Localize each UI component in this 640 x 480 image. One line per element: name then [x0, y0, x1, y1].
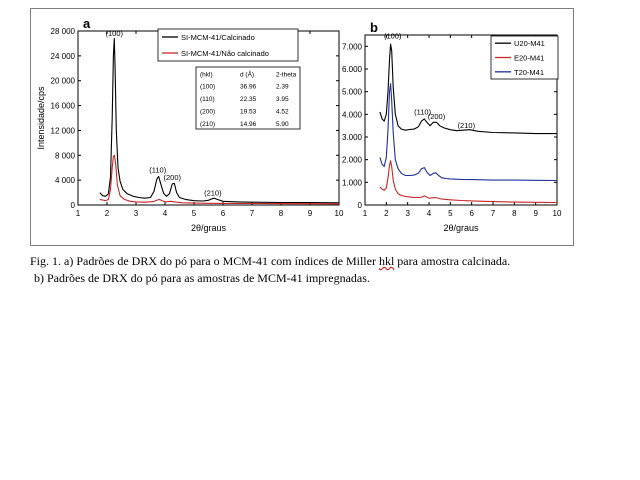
peak-annotation: (210) — [204, 189, 222, 198]
hkl-table-cell: 36.96 — [240, 84, 257, 91]
legend: SI-MCM-41/Calcinado SI-MCM-41/Não calcina… — [157, 28, 299, 62]
y-tick-label: 6.000 — [342, 65, 363, 74]
peak-annotation: (200) — [428, 112, 446, 121]
chart-panel-a: a 1 2 3 4 5 6 7 8 9 10 0 4 000 8 000 12 000 16 000 20 00… — [36, 16, 344, 233]
caption-line-1-prefix: Fig. 1. a) Padrões de DRX do pó para o M… — [30, 254, 379, 268]
series-line-e20-m41 — [379, 160, 558, 204]
legend-box — [157, 28, 299, 62]
hkl-table-cell: (110) — [200, 96, 215, 103]
hkl-table-cell: 2.39 — [276, 84, 289, 91]
y-tick-label: 20 000 — [51, 77, 76, 86]
x-tick-label: 5 — [192, 209, 197, 218]
x-tick-label: 1 — [363, 209, 368, 218]
peak-annotation: (100) — [384, 31, 402, 40]
peak-annotation: (110) — [414, 107, 431, 116]
hkl-table-cell: 5.90 — [276, 121, 289, 128]
hkl-table-header: (hkl) — [200, 71, 213, 78]
x-tick-label: 10 — [553, 209, 562, 218]
y-tick-label: 16 000 — [51, 102, 76, 111]
legend-entry: SI-MCM-41/Não calcinado — [181, 49, 269, 58]
plot-area — [364, 34, 558, 206]
y-tick-label: 8 000 — [55, 151, 76, 160]
series-line-t20-m41 — [379, 83, 558, 182]
x-tick-label: 8 — [279, 209, 284, 218]
hkl-table-cell: 3.95 — [276, 96, 289, 103]
panel-label: a — [83, 16, 91, 31]
caption-line-2: b) Padrões de DRX do pó para as amostras… — [34, 271, 370, 285]
y-tick-label: 2.000 — [342, 156, 363, 165]
peak-annotation: (100) — [105, 29, 123, 38]
series-line-u20-m41 — [379, 43, 557, 135]
x-tick-label: 6 — [469, 209, 474, 218]
x-tick-label: 4 — [163, 209, 168, 218]
peak-annotation: (110) — [149, 166, 166, 175]
x-tick-label: 7 — [491, 209, 496, 218]
legend: U20-M41 E20-M41 T20-M41 — [490, 35, 559, 80]
y-tick-label: 24 000 — [51, 52, 76, 61]
hkl-table-cell: (210) — [200, 121, 215, 128]
y-tick-label: 7.000 — [342, 42, 363, 51]
series-line-si-mcm-41-n-o-calcinado — [99, 154, 340, 205]
x-tick-label: 6 — [221, 209, 226, 218]
x-tick-label: 1 — [76, 209, 81, 218]
y-tick-label: 12 000 — [51, 126, 76, 135]
figure-frame: a 1 2 3 4 5 6 7 8 9 10 0 4 000 8 000 12 000 16 000 20 00… — [30, 8, 574, 246]
x-axis-label: 2θ/graus — [443, 223, 479, 233]
y-tick-label: 0 — [358, 201, 363, 210]
y-tick-label: 3.000 — [342, 133, 363, 142]
x-tick-label: 9 — [533, 209, 538, 218]
x-tick-label: 9 — [308, 209, 313, 218]
caption-line-1: Fig. 1. a) Padrões de DRX do pó para o M… — [30, 254, 510, 269]
x-tick-label: 8 — [512, 209, 517, 218]
hkl-table-cell: 22.35 — [240, 96, 257, 103]
hkl-table: (hkl) d (Å) 2-theta (100) 36.96 2.39 (110) 22.3… — [195, 66, 301, 130]
x-tick-label: 2 — [384, 209, 389, 218]
legend-entry: T20-M41 — [514, 68, 544, 77]
hkl-table-cell: 19.53 — [240, 109, 257, 116]
series-line-si-mcm-41-calcinado — [99, 37, 340, 204]
y-tick-label: 1.000 — [342, 178, 363, 187]
y-tick-label: 4.000 — [342, 110, 363, 119]
peak-annotation: (200) — [163, 173, 181, 182]
hkl-table-cell: 14.96 — [240, 121, 257, 128]
x-axis-label: 2θ/graus — [191, 223, 227, 233]
y-tick-label: 5.000 — [342, 88, 363, 97]
y-axis-label: Intensidade/cps — [36, 86, 46, 150]
panel-label: b — [370, 20, 378, 35]
legend-entry: SI-MCM-41/Calcinado — [181, 33, 255, 42]
hkl-table-cell: (200) — [200, 109, 215, 116]
hkl-table-cell: (100) — [200, 84, 215, 91]
x-tick-label: 3 — [134, 209, 139, 218]
x-tick-label: 10 — [335, 209, 344, 218]
caption-hkl: hkl — [378, 254, 395, 268]
legend-entry: E20-M41 — [514, 54, 544, 63]
legend-entry: U20-M41 — [514, 39, 545, 48]
x-tick-label: 4 — [427, 209, 432, 218]
x-tick-label: 2 — [105, 209, 110, 218]
x-tick-label: 7 — [250, 209, 255, 218]
y-tick-label: 0 — [71, 201, 76, 210]
y-tick-label: 28 000 — [51, 27, 76, 36]
x-tick-label: 5 — [448, 209, 453, 218]
hkl-table-header: d (Å) — [240, 69, 254, 78]
hkl-table-cell: 4.52 — [276, 109, 289, 116]
hkl-table-box — [195, 66, 301, 130]
caption-line-1-suffix: para amostra calcinada. — [394, 254, 511, 268]
chart-panel-b: b 1 2 3 4 5 6 7 8 9 10 0 1.000 2.000 3.000 4.000 5.000 6.… — [342, 20, 562, 233]
peak-annotation: (210) — [458, 121, 476, 130]
hkl-table-header: 2-theta — [276, 71, 297, 78]
y-tick-label: 4 000 — [55, 176, 76, 185]
x-tick-label: 3 — [405, 209, 410, 218]
